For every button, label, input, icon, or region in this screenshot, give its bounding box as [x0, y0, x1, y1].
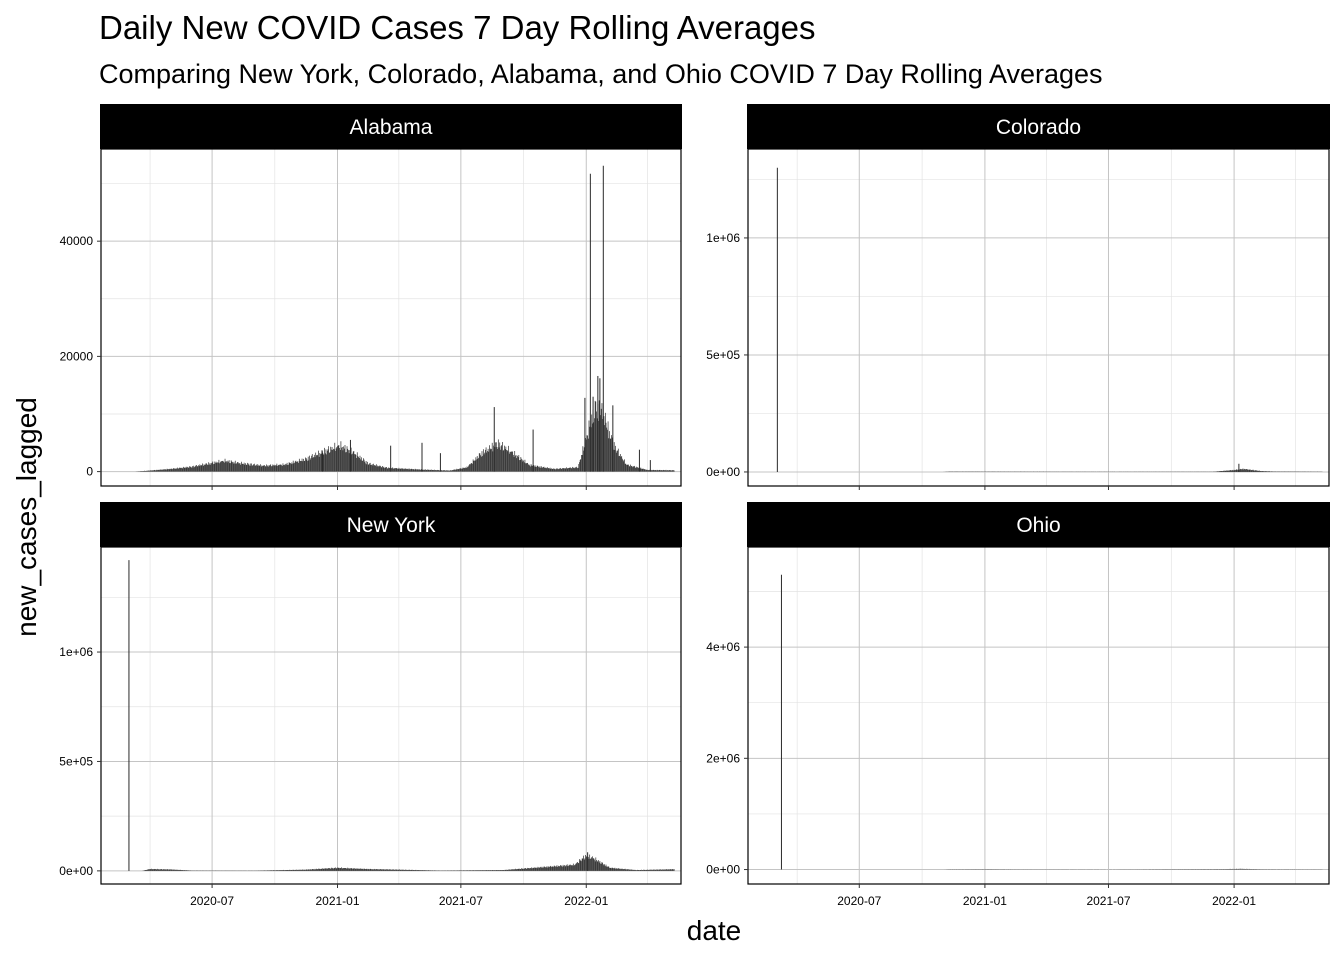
x-axis: 2020-07 2021-01 2021-07 2022-01 — [837, 884, 1256, 908]
facet-strip — [747, 502, 1330, 547]
x-tick-label: 2022-01 — [1212, 894, 1256, 908]
facet-strip — [747, 104, 1330, 149]
facet-ohio: Ohio 0e+00 2e+06 4e+06 2020-07 2021-01 2021-07… — [706, 502, 1330, 908]
y-tick-label: 40000 — [60, 234, 94, 248]
facet-colorado: Colorado 0e+00 5e+05 1e+06 — [706, 104, 1330, 490]
y-axis-title: new_cases_lagged — [11, 397, 42, 637]
y-tick-label: 4e+06 — [706, 640, 740, 654]
x-axis: 2020-07 2021-01 2021-07 2022-01 — [190, 884, 609, 908]
panel-background — [748, 547, 1329, 884]
x-tick-label: 2020-07 — [837, 894, 881, 908]
facet-strip — [100, 502, 682, 547]
y-tick-label: 0 — [86, 465, 93, 479]
facet-strip-label: Alabama — [350, 116, 433, 139]
x-tick-label: 2021-01 — [315, 894, 359, 908]
x-axis — [211, 486, 587, 490]
x-tick-label: 2021-07 — [439, 894, 483, 908]
panel-background — [101, 547, 681, 884]
y-tick-label: 0e+00 — [59, 864, 93, 878]
y-tick-label: 5e+05 — [706, 348, 740, 362]
y-tick-label: 0e+00 — [706, 863, 740, 877]
facet-alabama: Alabama 0 20000 40000 — [60, 104, 682, 490]
panel-background — [748, 149, 1329, 486]
y-tick-label: 2e+06 — [706, 751, 740, 765]
y-axis: 0e+00 2e+06 4e+06 — [706, 640, 748, 877]
facet-panels: Alabama 0 20000 40000 Colorado 0e+00 5e+05 1e+0… — [59, 104, 1330, 908]
chart-subtitle: Comparing New York, Colorado, Alabama, a… — [99, 59, 1103, 89]
facet-strip — [100, 104, 682, 149]
y-tick-label: 1e+06 — [706, 231, 740, 245]
panel-background — [101, 149, 681, 486]
panel-border — [747, 546, 1330, 885]
x-tick-label: 2020-07 — [190, 894, 234, 908]
facet-strip-label: Colorado — [996, 116, 1081, 139]
bars — [780, 574, 1323, 870]
y-tick-label: 1e+06 — [59, 645, 93, 659]
panel-border — [100, 148, 682, 487]
x-tick-label: 2021-01 — [963, 894, 1007, 908]
y-tick-label: 5e+05 — [59, 754, 93, 768]
x-tick-label: 2021-07 — [1086, 894, 1130, 908]
x-tick-label: 2022-01 — [564, 894, 608, 908]
facet-strip-label: Ohio — [1016, 514, 1060, 537]
bars — [776, 167, 1323, 472]
y-axis: 0e+00 5e+05 1e+06 — [59, 645, 101, 878]
panel-border — [747, 148, 1330, 487]
grid — [748, 547, 1329, 884]
x-axis — [858, 486, 1235, 490]
y-tick-label: 20000 — [60, 349, 94, 363]
chart-title: Daily New COVID Cases 7 Day Rolling Aver… — [99, 9, 816, 46]
x-axis-title: date — [687, 915, 742, 946]
grid — [748, 149, 1329, 486]
bars — [128, 560, 675, 871]
panel-border — [100, 546, 682, 885]
y-axis: 0 20000 40000 — [60, 234, 101, 479]
y-axis: 0e+00 5e+05 1e+06 — [706, 231, 748, 479]
bars — [135, 165, 675, 472]
y-tick-label: 0e+00 — [706, 465, 740, 479]
facet-strip-label: New York — [347, 514, 436, 537]
